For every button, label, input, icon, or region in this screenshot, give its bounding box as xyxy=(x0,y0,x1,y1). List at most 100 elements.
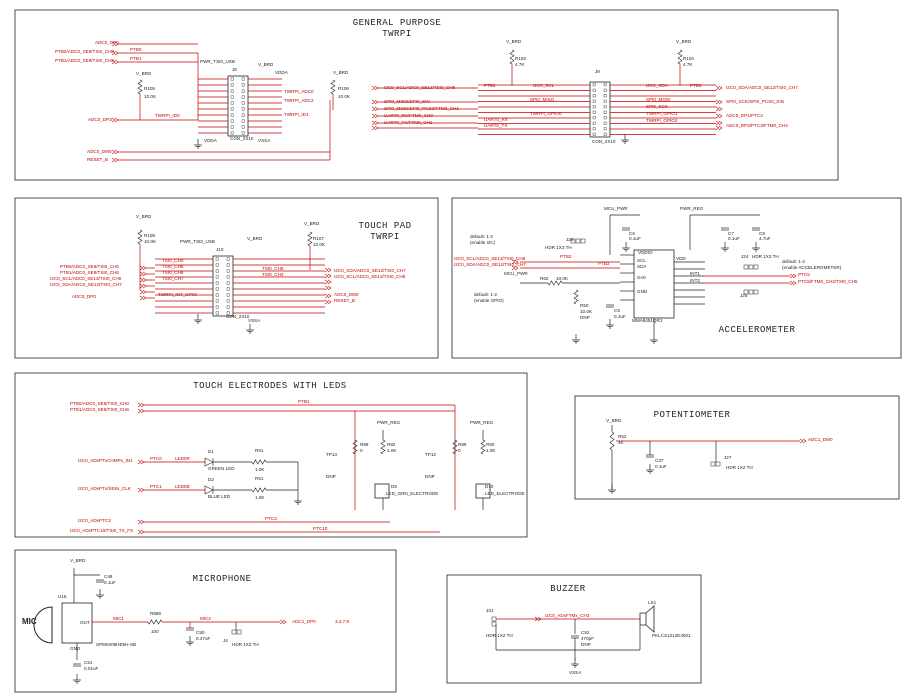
label: TWRPI_GPIO2 xyxy=(646,118,678,123)
label: ADC0_DP2/PTC3/FTM0_CH4 xyxy=(726,123,788,128)
label: C48 xyxy=(104,574,113,579)
pin xyxy=(230,89,234,93)
label: TSI0_CH8 xyxy=(162,270,184,275)
label: V_BRD xyxy=(676,39,692,44)
resistor xyxy=(352,439,358,455)
label: D10 xyxy=(485,484,494,489)
label: DNP xyxy=(326,474,336,479)
pin xyxy=(592,105,596,109)
resistor xyxy=(677,49,683,65)
port-arrow xyxy=(139,277,147,283)
label: UART0_RX xyxy=(484,117,508,122)
label: (enable I2C) xyxy=(470,240,496,245)
label: PWR_TSI0_USB xyxy=(180,239,215,244)
label: PTB3 xyxy=(598,261,610,266)
microphone xyxy=(33,606,53,644)
pin xyxy=(603,88,607,92)
pin xyxy=(743,264,749,270)
pin xyxy=(710,461,716,467)
label: C50 xyxy=(196,630,205,635)
port-arrow xyxy=(139,295,147,301)
label: V_BRD xyxy=(136,214,152,219)
pin xyxy=(603,94,607,98)
label: C6 xyxy=(629,231,635,236)
label: I2C0_ADxFTMx_CH3 xyxy=(545,613,590,618)
label: 1.0K xyxy=(387,448,397,453)
label: GREEN LED xyxy=(208,466,235,471)
label: ADC0_DM0 xyxy=(87,149,112,154)
label: I2C0_SDA/ADC0_SE12/TSI0_CH7 xyxy=(454,262,526,267)
label: VSSA xyxy=(569,670,582,675)
pin xyxy=(226,287,230,291)
pin xyxy=(592,83,596,87)
pin xyxy=(580,238,586,244)
label: SPI0_SCK/SPI0_PCS0_SIN xyxy=(726,99,784,104)
label: I2C0_SCL/ADC0_SE13/TSI0_CH8 xyxy=(454,256,526,261)
label: R107 xyxy=(313,236,324,241)
label: I2C0_SDA/ADC0_SE12/TSI0_CH7 xyxy=(334,268,406,273)
label: MCU_PWR xyxy=(604,206,628,211)
label: TP13 xyxy=(326,452,337,457)
label: PTB0 xyxy=(130,47,142,52)
resistor xyxy=(452,439,458,455)
label: INT2 xyxy=(690,278,700,283)
label: HDR 1X3 TH xyxy=(545,245,572,250)
label: C52 xyxy=(581,630,590,635)
label: VDD xyxy=(676,256,686,261)
pin xyxy=(748,264,754,270)
label: D2 xyxy=(208,477,214,482)
pin xyxy=(226,275,230,279)
label: MMA8451QR1 xyxy=(632,318,663,323)
label: C51 xyxy=(84,660,93,665)
label: CON_2X10 xyxy=(226,314,250,319)
label: 1.0K xyxy=(255,467,265,472)
pin xyxy=(215,275,219,279)
pin xyxy=(592,132,596,136)
section-title: TWRPI xyxy=(382,29,412,39)
pin xyxy=(592,121,596,125)
section-title: POTENTIOMETER xyxy=(654,410,731,420)
label: 0.1uF xyxy=(104,580,116,585)
pin xyxy=(230,125,234,129)
label: R82 xyxy=(387,442,396,447)
pin xyxy=(491,621,497,627)
resistor xyxy=(147,619,163,625)
label: PWR_REG xyxy=(377,420,401,425)
resistor xyxy=(251,459,267,465)
port-arrow xyxy=(789,273,797,279)
label: BLUE LED xyxy=(208,494,231,499)
label: ADC1_DM0 xyxy=(808,437,833,442)
label: PTB0/ADC0_SE8/TSI0_CH0 xyxy=(70,401,129,406)
pin xyxy=(743,289,749,295)
pin xyxy=(753,289,759,295)
label: R50 xyxy=(580,303,589,308)
pin xyxy=(215,287,219,291)
label: TWRPI_ADC2 xyxy=(284,98,314,103)
label: PWR_REG xyxy=(470,420,494,425)
label: J31 xyxy=(486,608,494,613)
resistor xyxy=(137,79,143,95)
label: VDDA xyxy=(204,138,218,143)
port-arrow xyxy=(137,487,145,493)
pin xyxy=(215,299,219,303)
pin xyxy=(230,113,234,117)
label: PTB1 xyxy=(298,399,310,404)
pin xyxy=(241,83,245,87)
label: PTC0 xyxy=(150,456,162,461)
label: 0 xyxy=(458,448,461,453)
label: (enable ACCELEROMETER) xyxy=(782,265,842,270)
label: J24 xyxy=(741,254,749,259)
label: J4 xyxy=(223,638,228,643)
label: TP12 xyxy=(425,452,436,457)
resistor xyxy=(480,439,486,455)
label: SPI0_MISO/SPI0_SIN xyxy=(384,99,430,104)
label: 4.7K xyxy=(515,62,525,67)
label: 1.0K xyxy=(255,495,265,500)
pin xyxy=(592,88,596,92)
port-arrow xyxy=(715,106,723,112)
pin xyxy=(592,110,596,114)
port-arrow xyxy=(371,120,379,126)
label: ADC0_DP1/PTC3 xyxy=(726,113,763,118)
port-arrow xyxy=(139,283,147,289)
